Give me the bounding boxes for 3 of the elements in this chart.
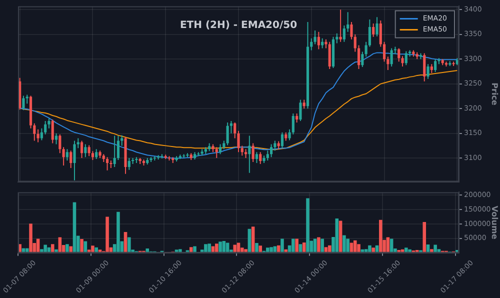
text: ETH (2H) - EMA20/50	[180, 20, 298, 31]
y-axis-title: Volume	[490, 206, 500, 240]
y-axis-title: Price	[490, 82, 500, 106]
